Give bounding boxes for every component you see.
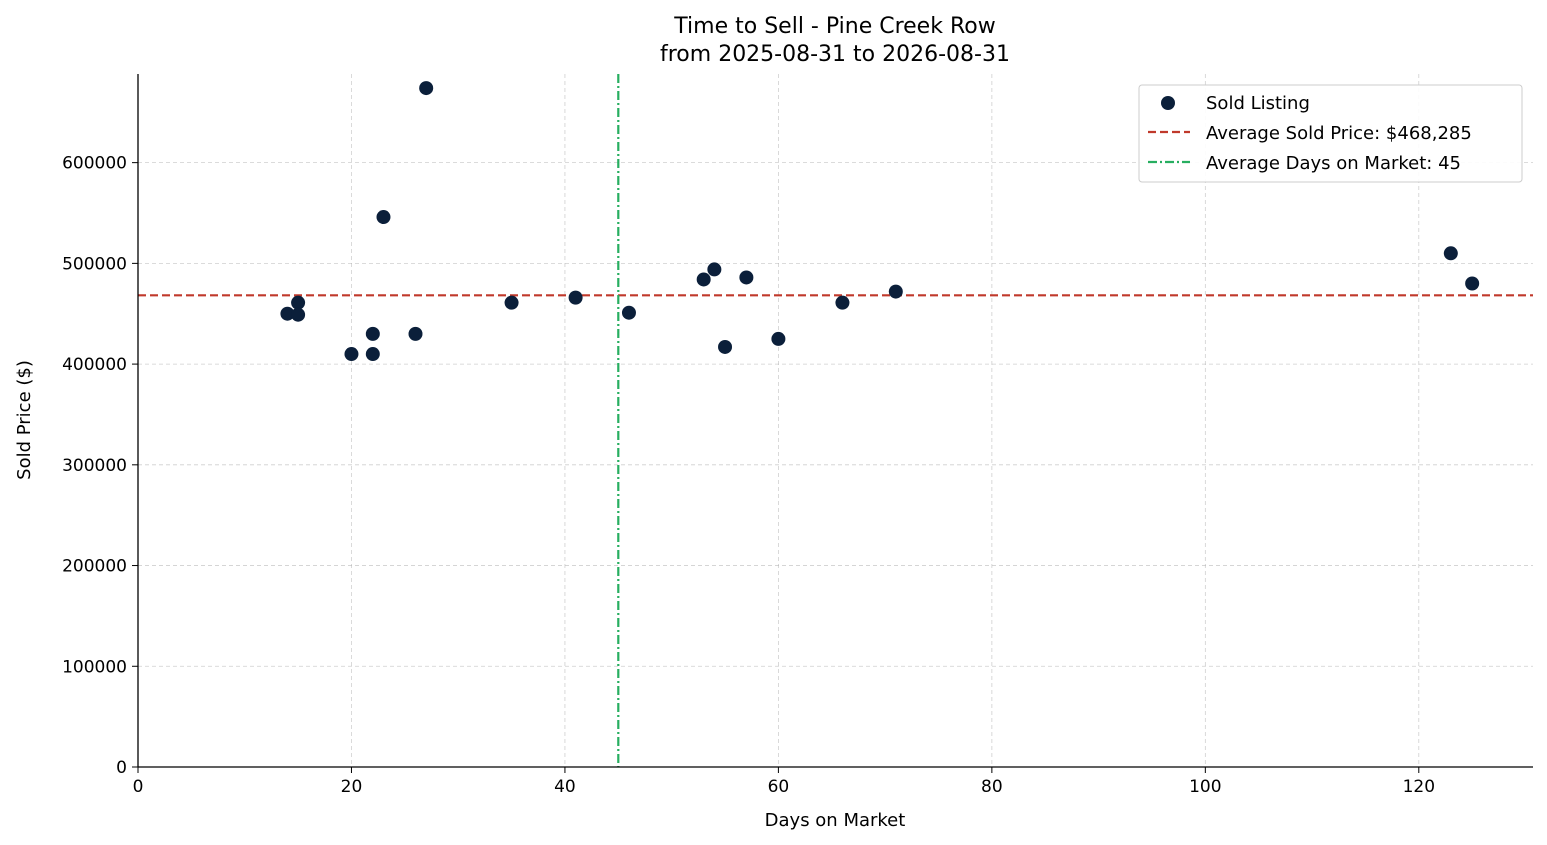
data-point bbox=[408, 326, 423, 341]
legend-marker-sold-listing bbox=[1161, 96, 1175, 110]
data-point bbox=[707, 262, 722, 277]
data-point bbox=[504, 295, 519, 310]
axes: 0 20 40 60 80 100 120 0 100000 200000 300000 400000… bbox=[62, 74, 1533, 797]
data-points bbox=[280, 81, 1480, 362]
chart-title: Time to Sell - Pine Creek Row bbox=[673, 14, 995, 39]
legend: Sold Listing Average Sold Price: $468,28… bbox=[1138, 84, 1523, 183]
data-point bbox=[291, 307, 306, 322]
data-point bbox=[376, 210, 391, 225]
data-point bbox=[1465, 276, 1480, 291]
x-tick-label: 40 bbox=[554, 777, 576, 797]
data-point bbox=[568, 290, 583, 305]
y-tick-label: 200000 bbox=[62, 557, 127, 577]
data-point bbox=[365, 347, 380, 362]
data-point bbox=[888, 284, 903, 299]
legend-label-avg-days: Average Days on Market: 45 bbox=[1206, 153, 1461, 174]
y-tick-label: 0 bbox=[116, 758, 127, 778]
data-point bbox=[365, 326, 380, 341]
data-point bbox=[419, 81, 434, 96]
y-tick-label: 300000 bbox=[62, 456, 127, 476]
x-tick-label: 100 bbox=[1189, 777, 1221, 797]
data-point bbox=[291, 295, 306, 310]
data-point bbox=[771, 331, 786, 346]
y-tick-label: 500000 bbox=[62, 254, 127, 274]
x-tick-label: 0 bbox=[133, 777, 144, 797]
y-tick-label: 400000 bbox=[62, 355, 127, 375]
x-tick-label: 20 bbox=[341, 777, 363, 797]
y-axis-label: Sold Price ($) bbox=[14, 360, 35, 480]
chart-subtitle: from 2025-08-31 to 2026-08-31 bbox=[660, 42, 1010, 67]
y-tick-label: 100000 bbox=[62, 657, 127, 677]
legend-box bbox=[1138, 84, 1523, 183]
x-tick-label: 80 bbox=[981, 777, 1003, 797]
data-point bbox=[739, 270, 754, 285]
data-point bbox=[1443, 246, 1458, 261]
data-point bbox=[835, 295, 850, 310]
data-point bbox=[621, 305, 636, 320]
reference-lines bbox=[138, 74, 1533, 767]
legend-label-sold-listing: Sold Listing bbox=[1206, 93, 1310, 114]
data-point bbox=[280, 306, 295, 321]
legend-label-avg-price: Average Sold Price: $468,285 bbox=[1206, 123, 1472, 144]
y-tick-label: 600000 bbox=[62, 154, 127, 174]
x-axis-label: Days on Market bbox=[765, 810, 906, 831]
x-tick-label: 60 bbox=[768, 777, 790, 797]
data-point bbox=[344, 347, 359, 362]
data-point bbox=[718, 339, 733, 354]
data-point bbox=[696, 272, 711, 287]
x-tick-label: 120 bbox=[1403, 777, 1435, 797]
